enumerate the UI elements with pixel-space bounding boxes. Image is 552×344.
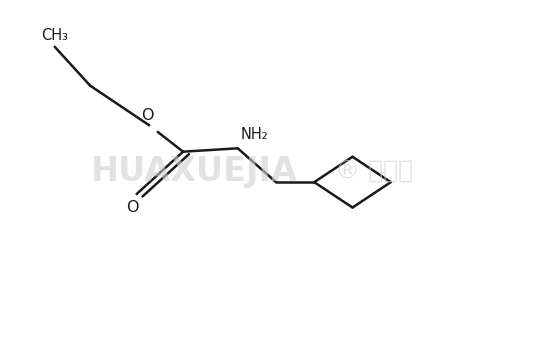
Text: NH₂: NH₂ <box>241 127 268 142</box>
Text: CH₃: CH₃ <box>41 28 68 43</box>
Text: ® 化学加: ® 化学加 <box>335 160 413 184</box>
Text: HUAXUEJIA: HUAXUEJIA <box>91 155 298 189</box>
Text: O: O <box>141 108 154 123</box>
Text: O: O <box>126 200 139 215</box>
